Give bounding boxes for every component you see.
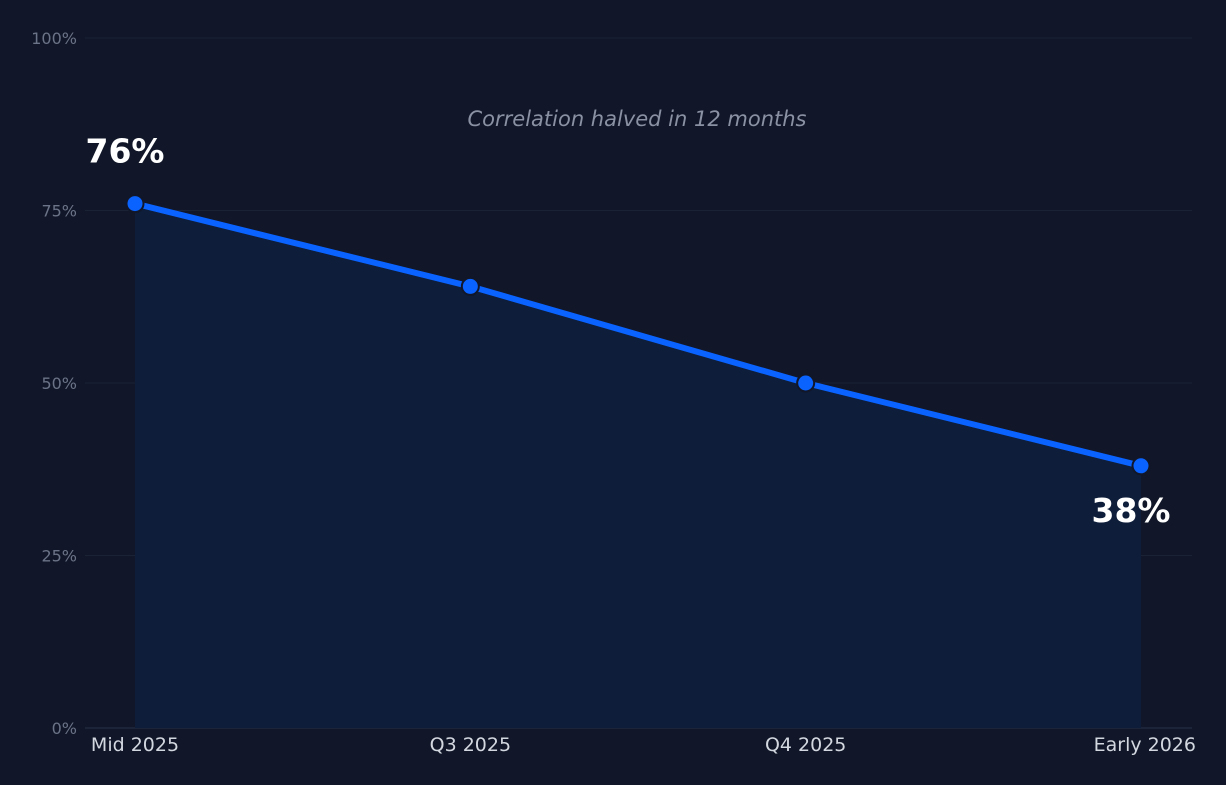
series-line — [132, 200, 1144, 469]
y-axis-ticks: 0% 25% 50% 75% 100% — [31, 29, 77, 738]
data-labels: 76% 38% — [86, 132, 1171, 530]
data-points — [125, 194, 1151, 476]
x-tick-label: Mid 2025 — [91, 734, 179, 756]
y-tick-label: 75% — [41, 202, 77, 221]
data-point — [796, 373, 816, 393]
series-area — [135, 203, 1141, 729]
chart-annotation: Correlation halved in 12 months — [468, 107, 807, 131]
x-axis-ticks: Mid 2025 Q3 2025 Q4 2025 Early 2026 — [91, 734, 1196, 756]
x-tick-label: Early 2026 — [1094, 734, 1196, 756]
data-point — [125, 194, 145, 214]
data-label: 38% — [1092, 491, 1171, 530]
y-tick-label: 100% — [31, 29, 77, 48]
data-point — [460, 276, 480, 296]
y-tick-label: 50% — [41, 374, 77, 393]
data-label: 76% — [86, 132, 165, 171]
x-tick-label: Q3 2025 — [430, 734, 511, 756]
x-tick-label: Q4 2025 — [765, 734, 846, 756]
data-point — [1131, 456, 1151, 476]
y-tick-label: 0% — [52, 719, 77, 738]
area-fill — [135, 203, 1141, 729]
series-line-path — [132, 200, 1144, 469]
y-tick-label: 25% — [41, 547, 77, 566]
